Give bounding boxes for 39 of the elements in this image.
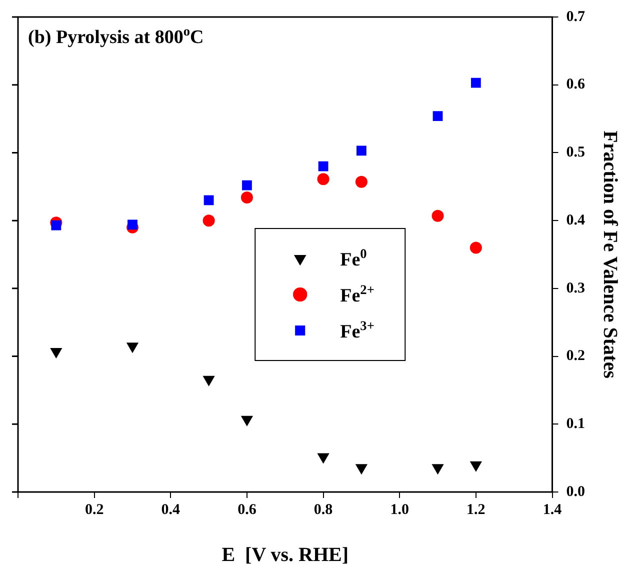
point	[240, 192, 253, 204]
x-tick-label: 1.2	[466, 502, 486, 518]
point	[240, 416, 254, 426]
point	[470, 242, 482, 254]
point	[204, 195, 214, 206]
point	[432, 210, 444, 222]
point	[202, 376, 215, 386]
point	[202, 214, 215, 227]
y-tick-label: 0.3	[566, 280, 585, 296]
y-axis-title: Fraction of Fe Valence States	[598, 130, 621, 379]
point	[126, 342, 139, 354]
y-tick-label: 0.0	[566, 484, 585, 500]
point	[242, 180, 252, 190]
point	[432, 464, 444, 475]
point	[128, 220, 138, 230]
y-tick-label: 0.1	[566, 416, 585, 432]
point	[432, 111, 443, 122]
point	[317, 173, 330, 186]
x-tick-label: 0.2	[84, 502, 104, 518]
x-tick-label: 1.0	[390, 502, 409, 518]
y-tick-label: 0.2	[566, 348, 585, 364]
point	[356, 146, 366, 156]
point	[318, 161, 328, 172]
y-tick-label: 0.5	[566, 144, 585, 161]
y-tick-label: 0.4	[566, 212, 586, 228]
y-tick-label: 0.6	[566, 76, 586, 93]
point	[470, 461, 482, 472]
y-tick-label: 0.7	[566, 8, 586, 25]
x-tick-label: 0.8	[314, 502, 333, 518]
x-tick-label: 0.6	[238, 502, 257, 518]
point	[355, 464, 368, 475]
x-axis-title: E [V vs. RHE]	[222, 544, 349, 566]
point	[470, 78, 481, 88]
x-tick-label: 0.4	[161, 502, 181, 518]
x-tick-label: 1.4	[542, 502, 562, 518]
point	[50, 348, 62, 359]
point	[317, 453, 330, 464]
point	[355, 176, 368, 188]
point	[51, 220, 62, 230]
